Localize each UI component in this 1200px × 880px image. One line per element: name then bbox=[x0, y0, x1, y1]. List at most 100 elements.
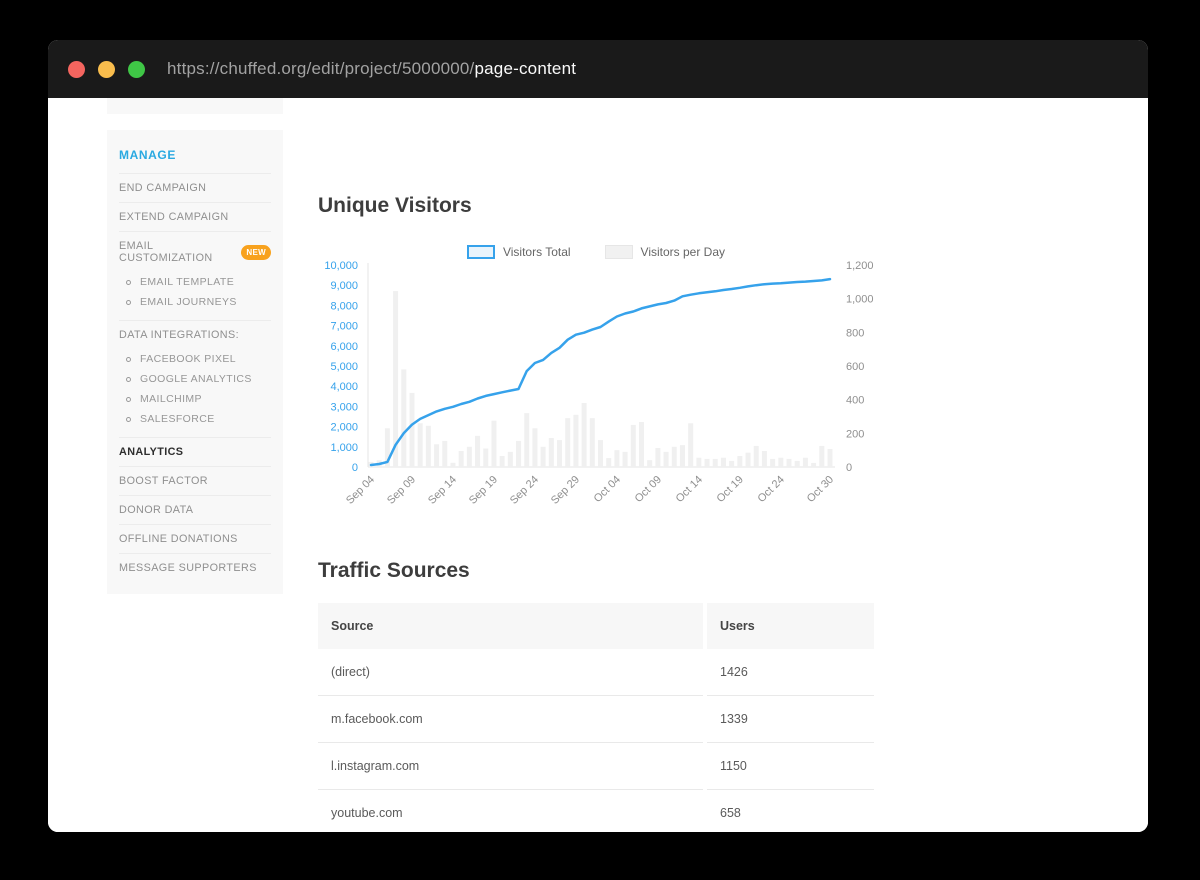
sidebar-subitem-mailchimp[interactable]: MAILCHIMP bbox=[126, 389, 271, 409]
unique-visitors-title: Unique Visitors bbox=[318, 194, 472, 217]
sidebar: MANAGE END CAMPAIGN EXTEND CAMPAIGN EMAIL … bbox=[107, 98, 283, 594]
svg-text:5,000: 5,000 bbox=[330, 361, 358, 373]
svg-text:4,000: 4,000 bbox=[330, 381, 358, 393]
sidebar-item-extend-campaign[interactable]: EXTEND CAMPAIGN bbox=[119, 202, 271, 231]
sidebar-nav: END CAMPAIGN EXTEND CAMPAIGN EMAIL CUSTOMI… bbox=[119, 173, 271, 582]
bars-series-visitors-per-day bbox=[368, 291, 833, 467]
url-prefix: https://chuffed.org/edit/project/5000000… bbox=[167, 59, 475, 78]
browser-titlebar: https://chuffed.org/edit/project/5000000… bbox=[48, 40, 1148, 98]
users-cell: 658 bbox=[707, 790, 874, 832]
svg-text:Sep 24: Sep 24 bbox=[508, 474, 541, 507]
sidebar-subitem-label: SALESFORCE bbox=[140, 413, 215, 425]
users-cell: 1339 bbox=[707, 696, 874, 743]
sidebar-item-label: BOOST FACTOR bbox=[119, 475, 208, 487]
sidebar-item-label: EMAIL CUSTOMIZATION bbox=[119, 240, 213, 264]
svg-text:Oct 14: Oct 14 bbox=[674, 474, 705, 505]
sidebar-item-boost-factor[interactable]: BOOST FACTOR bbox=[119, 466, 271, 495]
bullet-circle-icon bbox=[126, 299, 131, 305]
sidebar-subitem-label: MAILCHIMP bbox=[140, 393, 202, 405]
svg-text:Sep 04: Sep 04 bbox=[344, 474, 377, 507]
svg-text:Oct 04: Oct 04 bbox=[592, 474, 623, 505]
sidebar-item-data-integrations: DATA INTEGRATIONS: bbox=[119, 320, 271, 349]
close-window-icon[interactable] bbox=[68, 60, 85, 78]
minimize-window-icon[interactable] bbox=[98, 60, 115, 78]
sidebar-subitem-label: EMAIL TEMPLATE bbox=[140, 276, 235, 288]
visitors-per-day-swatch-icon bbox=[604, 245, 633, 259]
sidebar-subitem-label: EMAIL JOURNEYS bbox=[140, 296, 237, 308]
chart-axes bbox=[367, 263, 835, 468]
users-cell: 1150 bbox=[707, 743, 874, 790]
sidebar-item-message-supporters[interactable]: MESSAGE SUPPORTERS bbox=[119, 553, 271, 582]
right-axis-ticks: 0 200 400 600 800 1,000 1,200 bbox=[846, 261, 874, 474]
page-content: MANAGE END CAMPAIGN EXTEND CAMPAIGN EMAIL … bbox=[48, 98, 1148, 832]
sidebar-item-label: EXTEND CAMPAIGN bbox=[119, 211, 229, 223]
chart-legend: Visitors Total Visitors per Day bbox=[318, 245, 874, 259]
sidebar-sublist: EMAIL TEMPLATE EMAIL JOURNEYS bbox=[119, 272, 271, 320]
sidebar-subitem-email-journeys[interactable]: EMAIL JOURNEYS bbox=[126, 292, 271, 312]
source-cell: l.instagram.com bbox=[318, 743, 703, 790]
svg-text:1,000: 1,000 bbox=[330, 442, 358, 454]
sidebar-subitem-facebook-pixel[interactable]: FACEBOOK PIXEL bbox=[126, 349, 271, 369]
svg-text:Sep 29: Sep 29 bbox=[549, 474, 582, 507]
svg-text:Oct 19: Oct 19 bbox=[715, 474, 746, 505]
source-cell: youtube.com bbox=[318, 790, 703, 832]
sidebar-item-email-customization[interactable]: EMAIL CUSTOMIZATION NEW bbox=[119, 231, 271, 272]
svg-text:3,000: 3,000 bbox=[330, 401, 358, 413]
legend-label: Visitors Total bbox=[502, 245, 571, 259]
sidebar-subitem-email-template[interactable]: EMAIL TEMPLATE bbox=[126, 272, 271, 292]
x-axis-ticks: Sep 04 Sep 09 Sep 14 Sep 19 Sep 24 Sep 29 Oct … bbox=[344, 474, 836, 507]
svg-text:6,000: 6,000 bbox=[330, 341, 358, 353]
visitors-chart: 0 1,000 2,000 3,000 4,000 5,000 6,000 7,000 8,00… bbox=[324, 261, 874, 507]
sidebar-item-label: DATA INTEGRATIONS: bbox=[119, 329, 239, 341]
line-series-visitors-total bbox=[369, 277, 832, 467]
bullet-circle-icon bbox=[126, 416, 131, 422]
sidebar-item-label: END CAMPAIGN bbox=[119, 182, 207, 194]
left-axis-ticks: 0 1,000 2,000 3,000 4,000 5,000 6,000 7,000 8,00… bbox=[324, 261, 358, 474]
sidebar-item-label: MESSAGE SUPPORTERS bbox=[119, 562, 257, 574]
source-cell: m.facebook.com bbox=[318, 696, 703, 743]
bullet-circle-icon bbox=[126, 356, 131, 362]
sidebar-item-offline-donations[interactable]: OFFLINE DONATIONS bbox=[119, 524, 271, 553]
sidebar-item-analytics[interactable]: ANALYTICS bbox=[119, 437, 271, 466]
col-header-source: Source bbox=[318, 603, 703, 649]
sidebar-item-end-campaign[interactable]: END CAMPAIGN bbox=[119, 173, 271, 202]
main-column: Unique Visitors Visitors Total Visitors … bbox=[318, 98, 874, 832]
sidebar-subitem-salesforce[interactable]: SALESFORCE bbox=[126, 409, 271, 429]
bullet-circle-icon bbox=[126, 396, 131, 402]
svg-text:9,000: 9,000 bbox=[330, 280, 358, 292]
svg-text:Sep 14: Sep 14 bbox=[426, 474, 459, 507]
svg-text:Sep 19: Sep 19 bbox=[467, 474, 500, 507]
users-cell: 1426 bbox=[707, 649, 874, 696]
svg-text:Sep 09: Sep 09 bbox=[385, 474, 418, 507]
sidebar-sublist: FACEBOOK PIXEL GOOGLE ANALYTICS MAILCHIMP S… bbox=[119, 349, 271, 437]
svg-text:0: 0 bbox=[352, 462, 358, 474]
col-header-users: Users bbox=[707, 603, 874, 649]
legend-item-visitors-total[interactable]: Visitors Total bbox=[466, 245, 571, 259]
sidebar-subitem-label: GOOGLE ANALYTICS bbox=[140, 373, 252, 385]
sidebar-item-donor-data[interactable]: DONOR DATA bbox=[119, 495, 271, 524]
svg-text:8,000: 8,000 bbox=[330, 300, 358, 312]
url-bar[interactable]: https://chuffed.org/edit/project/5000000… bbox=[167, 59, 576, 79]
svg-text:800: 800 bbox=[846, 327, 864, 339]
traffic-sources-title: Traffic Sources bbox=[318, 559, 470, 582]
svg-text:Oct 24: Oct 24 bbox=[756, 474, 787, 505]
sidebar-subitem-google-analytics[interactable]: GOOGLE ANALYTICS bbox=[126, 369, 271, 389]
bullet-circle-icon bbox=[126, 279, 131, 285]
sidebar-item-label: DONOR DATA bbox=[119, 504, 194, 516]
manage-nav-card: MANAGE END CAMPAIGN EXTEND CAMPAIGN EMAIL … bbox=[107, 130, 283, 594]
svg-text:0: 0 bbox=[846, 462, 852, 474]
maximize-window-icon[interactable] bbox=[128, 60, 145, 78]
svg-text:600: 600 bbox=[846, 361, 864, 373]
visitors-total-swatch-icon bbox=[466, 245, 495, 259]
svg-text:7,000: 7,000 bbox=[330, 321, 358, 333]
svg-text:1,000: 1,000 bbox=[846, 294, 874, 306]
svg-text:200: 200 bbox=[846, 428, 864, 440]
bullet-circle-icon bbox=[126, 376, 131, 382]
svg-text:400: 400 bbox=[846, 395, 864, 407]
url-current-segment: page-content bbox=[474, 59, 577, 78]
svg-text:Oct 30: Oct 30 bbox=[805, 474, 836, 505]
legend-item-visitors-per-day[interactable]: Visitors per Day bbox=[604, 245, 725, 259]
traffic-sources-table: Source Users (direct) 1426 m.facebook.com 1… bbox=[318, 603, 874, 832]
source-cell: (direct) bbox=[318, 649, 703, 696]
browser-window: https://chuffed.org/edit/project/5000000… bbox=[48, 40, 1148, 832]
